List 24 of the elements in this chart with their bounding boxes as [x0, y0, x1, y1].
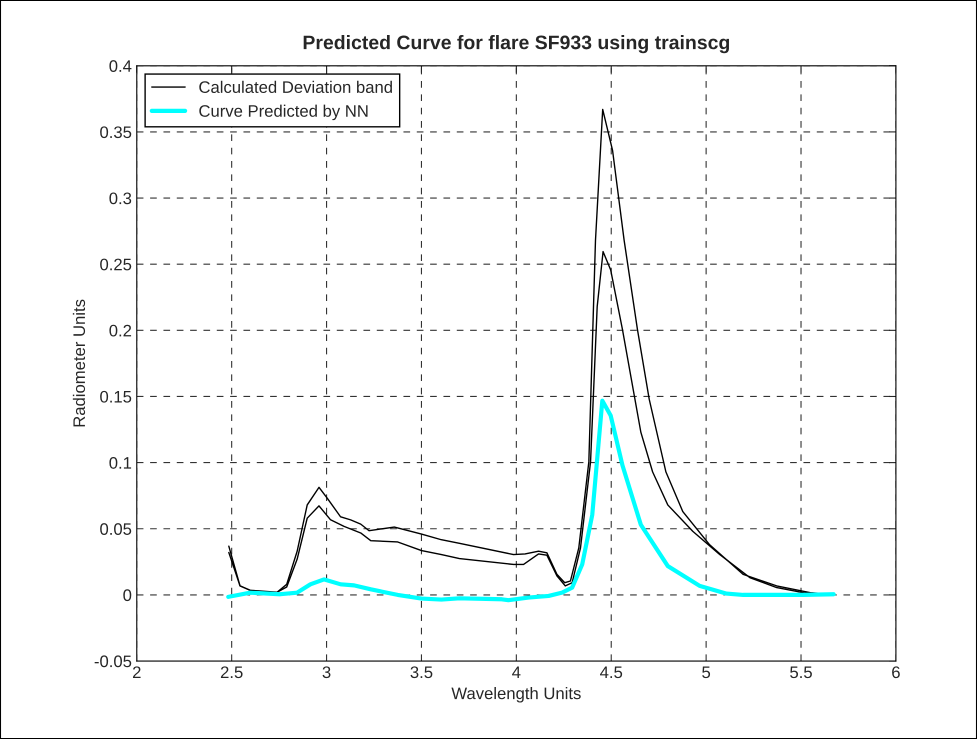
chart-title: Predicted Curve for flare SF933 using trainscg	[304, 35, 730, 54]
x-tick-label: 5.5	[790, 666, 812, 678]
legend-label: Calculated Deviation band	[199, 80, 392, 94]
legend-label: Curve Predicted by NN	[199, 104, 368, 120]
y-tick-label: 0	[123, 589, 132, 602]
x-axis-title: Wavelength Units	[451, 686, 581, 703]
y-tick-label: 0.2	[109, 324, 132, 337]
y-tick-label: 0.4	[109, 60, 132, 72]
x-tick-label: 2.5	[220, 666, 243, 678]
x-tick-label: 3	[322, 666, 330, 678]
x-tick-label: 6	[892, 666, 900, 678]
x-tick-label: 3.5	[410, 666, 432, 678]
x-tick-label: 4.5	[600, 666, 622, 678]
y-tick-label: 0.15	[100, 390, 132, 403]
x-tick-label: 4	[512, 666, 520, 678]
y-axis-title: Radiometer Units	[72, 300, 86, 426]
y-tick-label: 0.35	[100, 126, 132, 138]
y-tick-label: 0.3	[109, 192, 132, 204]
x-tick-label: 2	[132, 666, 141, 678]
y-tick-label: 0.25	[100, 258, 132, 270]
x-tick-label: 5	[702, 666, 710, 678]
y-tick-label: -0.05	[94, 655, 132, 668]
y-tick-label: 0.1	[109, 457, 132, 469]
y-tick-label: 0.05	[100, 523, 132, 535]
